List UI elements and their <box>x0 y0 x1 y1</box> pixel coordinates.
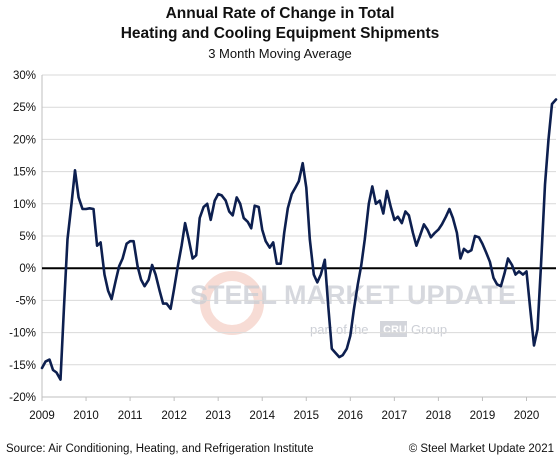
chart-subtitle: 3 Month Moving Average <box>208 46 352 61</box>
x-tick-label: 2013 <box>205 410 231 422</box>
axes <box>41 75 556 401</box>
source-note: Source: Air Conditioning, Heating, and R… <box>6 443 314 455</box>
chart-title-block: Annual Rate of Change in Total Heating a… <box>0 4 560 62</box>
watermark-text: STEEL MARKET UPDATE <box>190 280 516 310</box>
y-tick-label: -10% <box>9 328 36 340</box>
y-tick-label: 25% <box>13 102 36 114</box>
y-tick-label: 15% <box>13 167 36 179</box>
y-tick-label: 30% <box>13 70 36 82</box>
x-tick-label: 2017 <box>382 410 408 422</box>
y-tick-label: 0% <box>19 263 36 275</box>
y-tick-label: 5% <box>19 231 36 243</box>
y-tick-label: -20% <box>9 392 36 404</box>
x-tick-label: 2010 <box>73 410 99 422</box>
x-tick-label: 2018 <box>426 410 452 422</box>
watermark: STEEL MARKET UPDATE part of the CRU Grou… <box>190 271 516 337</box>
y-tick-label: -5% <box>16 295 36 307</box>
watermark-badge: CRU <box>383 324 407 336</box>
x-tick-label: 2020 <box>514 410 540 422</box>
copyright-note: © Steel Market Update 2021 <box>408 443 554 455</box>
y-tick-label: 10% <box>13 199 36 211</box>
watermark-subtext-after: Group <box>411 322 447 337</box>
chart-title-line-1: Annual Rate of Change in Total <box>165 5 395 22</box>
gridlines <box>42 74 556 398</box>
x-tick-label: 2016 <box>338 410 364 422</box>
series-line <box>40 98 558 381</box>
x-tick-labels: 2009 2010 2011 2012 2013 2014 2015 2016 2017 2018… <box>29 410 539 422</box>
watermark-ring-icon <box>200 271 264 335</box>
y-tick-label: 20% <box>13 134 36 146</box>
x-tick-label: 2009 <box>29 410 55 422</box>
line-chart: STEEL MARKET UPDATE part of the CRU Grou… <box>9 70 558 422</box>
x-tick-label: 2014 <box>249 410 275 422</box>
x-tick-label: 2011 <box>118 410 143 422</box>
x-tick-label: 2015 <box>293 410 319 422</box>
y-tick-label: -15% <box>9 360 36 372</box>
x-tick-label: 2019 <box>470 410 496 422</box>
chart-title-line-2: Heating and Cooling Equipment Shipments <box>120 25 440 42</box>
series-group <box>40 98 558 381</box>
watermark-subtext-before: part of the <box>310 322 369 337</box>
y-tick-labels: -20% -15% -10% -5% 0% 5% 10% 15% 20% 25% 30% <box>9 70 36 404</box>
x-tick-label: 2012 <box>161 410 187 422</box>
